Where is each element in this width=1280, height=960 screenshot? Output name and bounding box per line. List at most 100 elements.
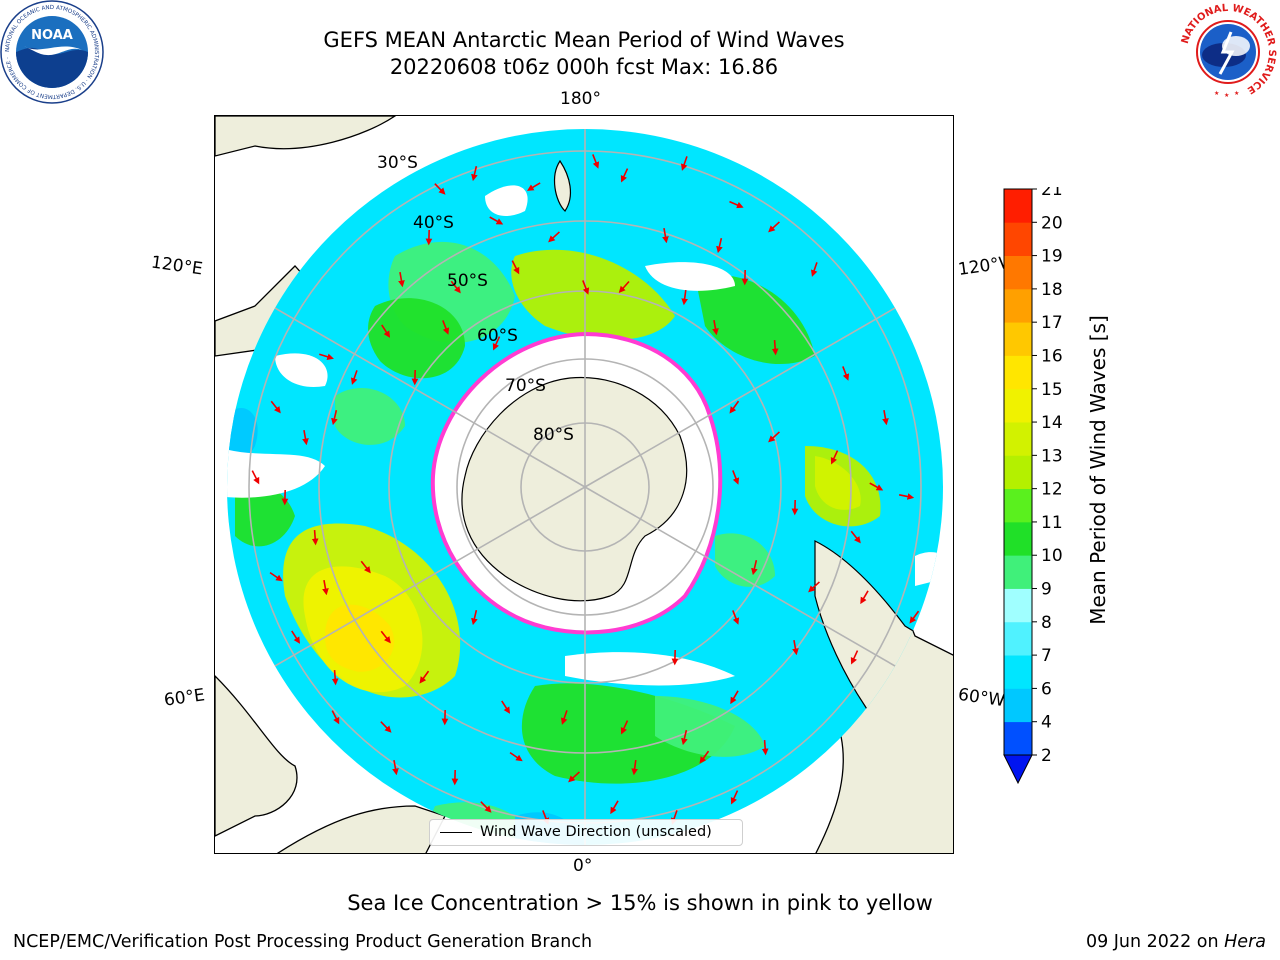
wave-period-region <box>511 249 675 340</box>
wave-direction-arrow <box>381 324 391 338</box>
sea-ice-note: Sea Ice Concentration > 15% is shown in … <box>347 891 933 915</box>
antarctica <box>461 376 688 602</box>
colorbar-frame <box>1003 188 1033 756</box>
wave-direction-arrow <box>509 751 523 762</box>
colorbar-bin <box>1004 189 1032 223</box>
wave-direction-arrow <box>882 409 889 426</box>
colorbar-bin <box>1004 588 1032 623</box>
wave-direction-arrow <box>526 182 541 191</box>
lon-label-lower-left: 60°E <box>162 685 207 711</box>
lon-label-lower-right: 60°W <box>956 684 1007 712</box>
wave-direction-arrow <box>751 559 758 576</box>
wave-direction-arrow <box>392 759 399 776</box>
colorbar-bin <box>1004 288 1032 323</box>
wave-direction-arrow <box>319 353 334 360</box>
wave-direction-arrow <box>350 370 358 385</box>
colorbar-bin <box>1004 488 1032 523</box>
wave-direction-arrow <box>761 739 769 756</box>
wave-direction-arrow <box>730 790 739 805</box>
colorbar-bin <box>1004 721 1032 756</box>
colorbar-bin <box>1004 521 1032 556</box>
wave-direction-arrow <box>311 529 319 546</box>
latitude-labels: 30°S 40°S 50°S 60°S 70°S 80°S <box>377 153 574 445</box>
wave-direction-arrow <box>568 771 580 783</box>
wave-period-region <box>368 298 465 379</box>
date-stamp: 09 Jun 2022 on Hera <box>1086 932 1266 952</box>
colorbar-tick-label: 8 <box>1041 613 1052 633</box>
wave-direction-arrow <box>480 801 492 813</box>
latitude-label: 70°S <box>505 376 546 396</box>
wave-direction-arrow <box>380 721 392 733</box>
noaa-logo-text: NOAA <box>31 28 73 43</box>
colorbar-bin <box>1004 455 1032 490</box>
colorbar-tick-label: 13 <box>1041 446 1063 466</box>
wave-direction-arrow <box>699 750 710 764</box>
colorbar-bin <box>1004 355 1032 390</box>
wave-direction-arrow <box>291 630 301 644</box>
wave-direction-arrow <box>269 571 283 582</box>
colorbar-tick-label: 7 <box>1041 646 1052 666</box>
noaa-logo-icon: NATIONAL OCEANIC AND ATMOSPHERIC ADMINIS… <box>0 0 104 104</box>
colorbar-tick-label: 4 <box>1041 713 1052 733</box>
lon-label-top: 180° <box>560 89 601 109</box>
wave-direction-arrow <box>398 271 405 288</box>
colorbar-tick-label: 17 <box>1041 313 1063 333</box>
no-data-region <box>275 353 328 387</box>
colorbar-tick-label: 11 <box>1041 513 1063 533</box>
wave-direction-arrow <box>360 560 371 574</box>
colorbar-tick-label: 18 <box>1041 280 1063 300</box>
wave-direction-arrow <box>730 690 739 705</box>
no-data-region <box>227 446 325 498</box>
wave-period-region <box>852 296 898 366</box>
wave-direction-arrow <box>419 670 430 684</box>
latitude-label: 40°S <box>413 213 454 233</box>
nws-logo-icon: NATIONAL WEATHER SERVICE ★ ★ ★ <box>1176 0 1280 104</box>
wave-direction-arrow <box>592 154 600 169</box>
wave-direction-arrow <box>380 630 391 644</box>
lon-label-bottom: 0° <box>573 856 593 876</box>
wave-direction-arrow <box>850 650 859 665</box>
meridian-line <box>227 486 586 698</box>
land-mass <box>215 116 397 157</box>
wave-direction-arrow <box>898 493 915 500</box>
wave-direction-arrow <box>620 720 629 735</box>
date-text: 09 Jun 2022 on <box>1085 932 1225 952</box>
svg-text:★: ★ <box>1224 92 1229 99</box>
wave-direction-arrow <box>680 156 688 171</box>
colorbar-bin <box>1004 322 1032 356</box>
latitude-label: 50°S <box>447 271 488 291</box>
credit-text: NCEP/EMC/Verification Post Processing Pr… <box>13 932 593 952</box>
wave-direction-arrow <box>489 216 504 225</box>
graticule <box>227 129 943 845</box>
colorbar-tick-label: 21 <box>1041 187 1063 200</box>
wave-direction-arrow <box>662 227 669 244</box>
wave-direction-arrow <box>850 530 861 544</box>
wave-direction-arrow <box>729 400 740 414</box>
lon-label-upper-left: 120°E <box>149 252 204 280</box>
colorbar: 2 4 6 7 8 9 10 11 12 13 14 15 16 17 18 19 20 21 <box>1000 180 1100 787</box>
wave-direction-arrow <box>331 669 339 686</box>
wave-direction-arrow <box>331 409 338 426</box>
wave-direction-arrow <box>322 579 329 596</box>
wave-direction-arrow <box>302 429 309 446</box>
wave-direction-arrow <box>548 231 560 243</box>
no-data-region <box>565 652 735 686</box>
wave-direction-arrow <box>442 320 450 335</box>
wave-direction-arrow <box>434 183 446 195</box>
wave-direction-arrow <box>681 729 688 746</box>
colorbar-tick-label: 2 <box>1041 746 1052 766</box>
wave-direction-arrow <box>842 366 850 381</box>
colorbar-tick-label: 9 <box>1041 580 1052 600</box>
wind-wave-direction-arrows <box>251 154 920 825</box>
svg-text:★: ★ <box>1234 90 1239 97</box>
wave-period-region <box>325 604 395 672</box>
wave-direction-arrow <box>511 260 520 275</box>
wave-direction-arrow <box>270 400 281 414</box>
no-data-region <box>915 552 943 586</box>
coastline <box>553 159 572 212</box>
no-data-region <box>485 185 528 216</box>
colorbar-bin <box>1004 222 1032 256</box>
colorbar-tick-label: 12 <box>1041 480 1063 500</box>
wave-direction-arrow <box>716 237 723 254</box>
wave-direction-arrow <box>860 590 869 605</box>
